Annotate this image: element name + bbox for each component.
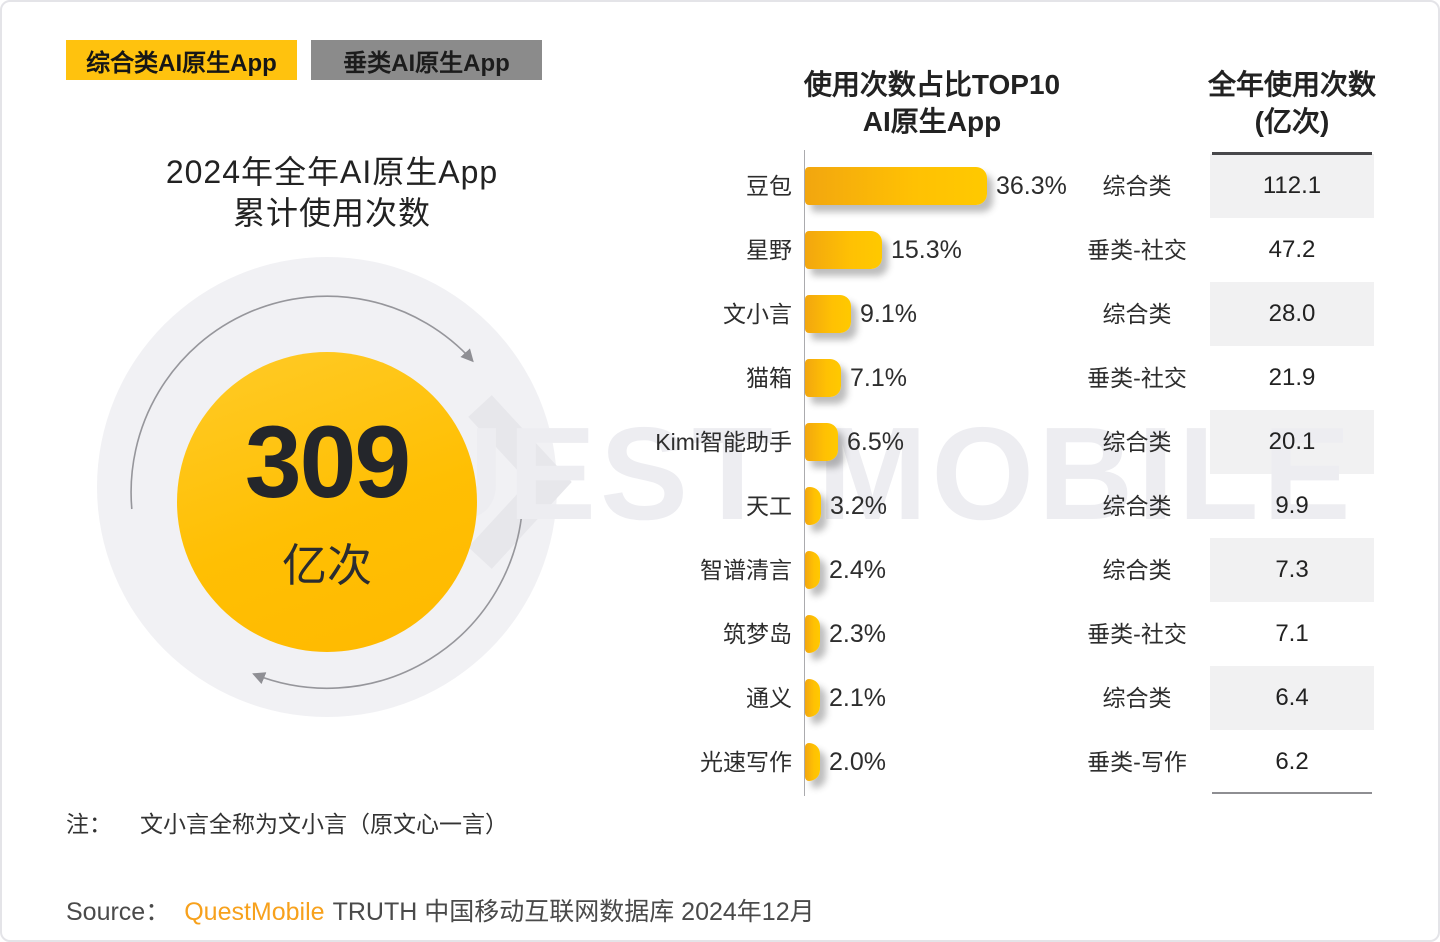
- annual-value-cell: 6.4: [1275, 684, 1309, 711]
- left-title-line2: 累计使用次数: [232, 195, 431, 231]
- table-row: 通义 2.1% 综合类 6.4: [2, 666, 1438, 730]
- footnote: 注： 文小言全称为文小言（原文心一言）: [66, 805, 508, 839]
- app-label: 星野: [746, 237, 792, 263]
- annual-value-cell: 28.0: [1268, 300, 1316, 327]
- watermark-chevron-icon: [468, 395, 572, 569]
- table-row: 筑梦岛 2.3% 垂类-社交 7.1: [2, 602, 1438, 666]
- app-type-label: 垂类-写作: [1087, 749, 1187, 775]
- annual-value-cell: 6.2: [1275, 748, 1309, 775]
- value-row-stripe: [1210, 410, 1374, 474]
- percent-label: 36.3%: [996, 172, 1067, 200]
- percent-label: 7.1%: [850, 364, 907, 392]
- usage-bar: [805, 487, 821, 525]
- table-row: 豆包 36.3% 综合类 112.1: [2, 154, 1438, 218]
- app-label: 文小言: [723, 301, 792, 327]
- percent-label: 2.1%: [829, 684, 886, 712]
- app-label: 光速写作: [700, 749, 792, 775]
- annual-value-cell: 47.2: [1268, 236, 1316, 263]
- table-row: Kimi智能助手 6.5% 综合类 20.1: [2, 410, 1438, 474]
- value-row-stripe: [1210, 666, 1374, 730]
- app-label: 筑梦岛: [723, 621, 792, 647]
- app-label: 猫箱: [746, 365, 792, 391]
- rotation-arrow-top-icon: [130, 295, 474, 510]
- app-type-label: 综合类: [1102, 173, 1172, 199]
- app-type-label: 垂类-社交: [1087, 365, 1187, 391]
- app-type-label: 综合类: [1102, 685, 1172, 711]
- app-label: 通义: [746, 685, 792, 711]
- usage-bar: [805, 679, 820, 717]
- percent-label: 2.4%: [829, 556, 886, 584]
- value-header-line1: 全年使用次数: [1207, 69, 1376, 100]
- legend-chip-comprehensive: 综合类AI原生App: [66, 40, 297, 80]
- percent-label: 3.2%: [830, 492, 887, 520]
- value-table-bottom-border: [1212, 792, 1372, 794]
- table-row: 天工 3.2% 综合类 9.9: [2, 474, 1438, 538]
- app-type-label: 综合类: [1102, 493, 1172, 519]
- table-row: 智谱清言 2.4% 综合类 7.3: [2, 538, 1438, 602]
- total-usage-unit: 亿次: [281, 539, 372, 591]
- left-panel-title: 2024年全年AI原生App 累计使用次数: [112, 152, 552, 234]
- app-type-label: 综合类: [1102, 429, 1172, 455]
- legend: 综合类AI原生App 垂类AI原生App: [66, 40, 542, 80]
- usage-bar: [805, 231, 882, 269]
- percent-label: 15.3%: [891, 236, 962, 264]
- source-label: Source：: [66, 898, 171, 926]
- value-row-stripe: [1210, 538, 1374, 602]
- annual-value-cell: 7.1: [1275, 620, 1309, 647]
- footnote-text: 文小言全称为文小言（原文心一言）: [140, 811, 508, 837]
- percent-label: 2.3%: [829, 620, 886, 648]
- annual-value-cell: 112.1: [1262, 172, 1322, 199]
- annual-value-cell: 7.3: [1275, 556, 1309, 583]
- usage-bar: [805, 743, 820, 781]
- app-label: 智谱清言: [700, 557, 792, 583]
- left-title-line1: 2024年全年AI原生App: [165, 154, 499, 190]
- app-type-label: 垂类-社交: [1087, 237, 1187, 263]
- app-label: Kimi智能助手: [655, 429, 792, 455]
- app-label: 天工: [746, 493, 792, 519]
- footnote-label: 注：: [66, 811, 112, 837]
- bar-chart-title-line2: AI原生App: [862, 106, 1002, 137]
- annual-value-cell: 21.9: [1268, 364, 1316, 391]
- percent-label: 2.0%: [829, 748, 886, 776]
- usage-bar: [805, 423, 838, 461]
- app-type-label: 综合类: [1102, 301, 1172, 327]
- table-row: 文小言 9.1% 综合类 28.0: [2, 282, 1438, 346]
- table-row: 猫箱 7.1% 垂类-社交 21.9: [2, 346, 1438, 410]
- source-brand: QuestMobile: [184, 898, 325, 926]
- total-usage-circle: 309 亿次: [177, 352, 477, 652]
- app-type-label: 垂类-社交: [1087, 621, 1187, 647]
- usage-bar: [805, 167, 987, 205]
- source-rest: TRUTH 中国移动互联网数据库 2024年12月: [332, 898, 815, 926]
- rotation-arrow-bottom-icon: [252, 508, 524, 690]
- percent-label: 9.1%: [860, 300, 917, 328]
- usage-bar: [805, 551, 820, 589]
- app-label: 豆包: [746, 173, 792, 199]
- legend-chip-vertical: 垂类AI原生App: [311, 40, 542, 80]
- value-column-header: 全年使用次数 (亿次): [1200, 66, 1384, 140]
- percent-label: 6.5%: [847, 428, 904, 456]
- source-line: Source： QuestMobile TRUTH 中国移动互联网数据库 2024年…: [66, 892, 815, 928]
- annual-value-cell: 20.1: [1268, 428, 1316, 455]
- value-header-line2: (亿次): [1254, 106, 1330, 137]
- usage-bar: [805, 295, 851, 333]
- bar-chart-title: 使用次数占比TOP10 AI原生App: [772, 66, 1092, 140]
- bar-chart-title-line1: 使用次数占比TOP10: [803, 69, 1061, 100]
- table-row: 光速写作 2.0% 垂类-写作 6.2: [2, 730, 1438, 794]
- usage-bar: [805, 359, 841, 397]
- value-row-stripe: [1210, 282, 1374, 346]
- value-row-stripe: [1210, 154, 1374, 218]
- table-row: 星野 15.3% 垂类-社交 47.2: [2, 218, 1438, 282]
- value-table-top-border: [1212, 152, 1372, 155]
- annual-value-cell: 9.9: [1275, 492, 1309, 519]
- usage-bar: [805, 615, 820, 653]
- total-usage-value: 309: [244, 404, 411, 519]
- chart-axis-line: [804, 150, 805, 796]
- app-type-label: 综合类: [1102, 557, 1172, 583]
